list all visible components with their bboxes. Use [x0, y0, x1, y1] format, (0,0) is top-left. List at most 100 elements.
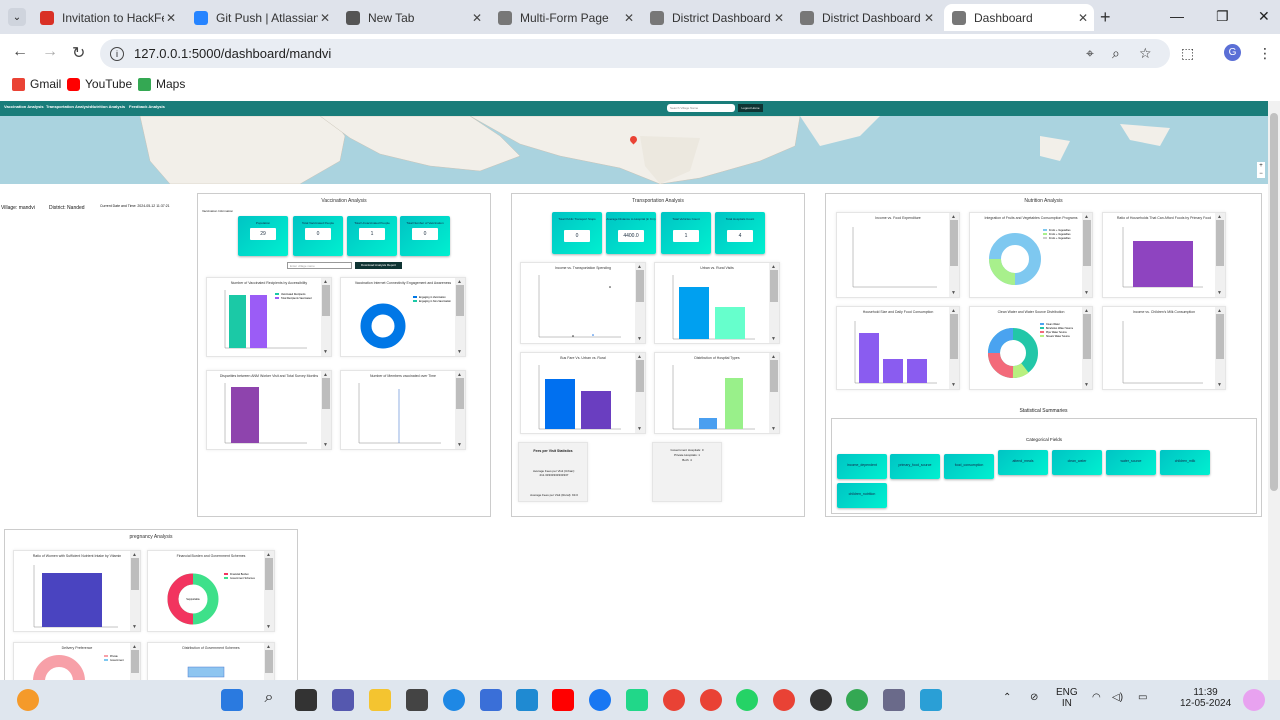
- bookmark-gmail[interactable]: Gmail: [12, 77, 61, 91]
- close-tab-icon[interactable]: ✕: [165, 10, 176, 25]
- app-icon[interactable]: [920, 689, 942, 711]
- tab-3[interactable]: New Tab ✕: [338, 4, 488, 31]
- start-icon[interactable]: [221, 689, 243, 711]
- vscode-icon[interactable]: [516, 689, 538, 711]
- task-view-icon[interactable]: [295, 689, 317, 711]
- maximize-icon[interactable]: ❐: [1216, 8, 1229, 24]
- nav-transportation[interactable]: Transportation Analysis: [46, 104, 92, 109]
- chrome-icon[interactable]: [846, 689, 868, 711]
- zoom-icon[interactable]: ⌕: [1112, 45, 1120, 61]
- close-tab-icon[interactable]: ✕: [1077, 10, 1088, 25]
- weather-icon[interactable]: [17, 689, 39, 711]
- chart-scrollbar[interactable]: ▲▼: [264, 643, 274, 680]
- minimize-icon[interactable]: —: [1170, 8, 1184, 24]
- chart-scrollbar[interactable]: ▲▼: [949, 307, 959, 389]
- download-report-button[interactable]: Download Analysis Report: [355, 262, 402, 269]
- chart-scrollbar[interactable]: ▲▼: [769, 263, 779, 343]
- close-tab-icon[interactable]: ✕: [319, 10, 330, 25]
- forward-icon[interactable]: →: [42, 43, 58, 60]
- logout-button[interactable]: Logout Home: [738, 104, 763, 112]
- chart-card: Delivery Preference Private Government ▲…: [13, 642, 141, 680]
- app-icon[interactable]: [883, 689, 905, 711]
- chart-scrollbar[interactable]: ▲▼: [1082, 307, 1092, 389]
- chrome-profile-icon[interactable]: [700, 689, 722, 711]
- stat-card: Total Hospitals Count 4: [715, 212, 765, 254]
- battery-icon[interactable]: ▭: [1138, 692, 1148, 703]
- tab-2[interactable]: Git Push | Atlassian G✕: [186, 4, 336, 31]
- close-tab-icon[interactable]: ✕: [471, 10, 482, 25]
- chart-card: Income vs. Children's Milk Consumption ▲…: [1102, 306, 1226, 390]
- profile-avatar[interactable]: G: [1224, 44, 1241, 61]
- chart-scrollbar[interactable]: ▲▼: [455, 278, 465, 356]
- nav-feedback[interactable]: Feedback Analysis: [129, 104, 165, 109]
- new-tab-button[interactable]: +: [1100, 7, 1111, 27]
- tab-5[interactable]: District Dashboard ✕: [642, 4, 790, 31]
- bookmark-maps[interactable]: Maps: [138, 77, 185, 91]
- youtube-app-icon[interactable]: [552, 689, 574, 711]
- tab-6[interactable]: District Dashboard ✕: [792, 4, 940, 31]
- chart-scrollbar[interactable]: ▲▼: [635, 353, 645, 433]
- app-icon[interactable]: [406, 689, 428, 711]
- store-icon[interactable]: [480, 689, 502, 711]
- address-bar[interactable]: i 127.0.0.1:5000/dashboard/mandvi: [100, 39, 1170, 68]
- chart-scrollbar[interactable]: ▲▼: [321, 278, 331, 356]
- chart-scrollbar[interactable]: ▲▼: [1082, 213, 1092, 297]
- chart-scrollbar[interactable]: ▲▼: [321, 371, 331, 449]
- site-info-icon[interactable]: i: [110, 46, 124, 61]
- obs-icon[interactable]: [810, 689, 832, 711]
- categorical-field-card: children_nutrition: [837, 483, 887, 508]
- bookmark-youtube[interactable]: YouTube: [67, 77, 132, 91]
- facebook-icon[interactable]: [589, 689, 611, 711]
- search-icon[interactable]: ⌕: [264, 689, 274, 706]
- language-indicator[interactable]: ENG IN: [1056, 687, 1078, 709]
- close-window-icon[interactable]: ✕: [1258, 8, 1270, 24]
- nav-nutrition[interactable]: Nutrition Analysis: [91, 104, 126, 109]
- menu-icon[interactable]: ⋮: [1258, 45, 1272, 61]
- close-tab-icon[interactable]: ✕: [773, 10, 784, 25]
- nav-vaccination[interactable]: Vaccination Analysis: [4, 104, 44, 109]
- network-off-icon[interactable]: ⊘: [1030, 692, 1039, 703]
- page-scrollbar[interactable]: [1268, 101, 1280, 680]
- extensions-icon[interactable]: ⬚: [1181, 45, 1195, 61]
- chart-scrollbar[interactable]: ▲▼: [1215, 213, 1225, 297]
- bookmark-star-icon[interactable]: ☆: [1139, 45, 1152, 61]
- clock[interactable]: 11:39 12-05-2024: [1180, 687, 1232, 709]
- chart-scrollbar[interactable]: ▲▼: [949, 213, 959, 297]
- map-zoom-control[interactable]: + −: [1257, 162, 1265, 178]
- chart-scrollbar[interactable]: ▲▼: [769, 353, 779, 433]
- donut-chart: Supportable Financial Burden Government …: [167, 573, 256, 625]
- tray-chevron-icon[interactable]: ⌃: [1003, 692, 1012, 703]
- edge-icon[interactable]: [443, 689, 465, 711]
- village-search-input[interactable]: Search Village Name: [667, 104, 735, 112]
- back-icon[interactable]: ←: [12, 43, 28, 60]
- scatter-chart: [538, 275, 621, 338]
- chart-scrollbar[interactable]: ▲▼: [130, 643, 140, 680]
- chart-scrollbar[interactable]: ▲▼: [635, 263, 645, 343]
- chart-scrollbar[interactable]: ▲▼: [1215, 307, 1225, 389]
- file-explorer-icon[interactable]: [369, 689, 391, 711]
- tab-search-icon[interactable]: ⌄: [8, 8, 26, 26]
- tab-7[interactable]: Dashboard ✕: [944, 4, 1094, 31]
- teams-icon[interactable]: [332, 689, 354, 711]
- location-icon[interactable]: ⌖: [1086, 45, 1094, 61]
- chart-scrollbar[interactable]: ▲▼: [455, 371, 465, 449]
- tab-1[interactable]: Invitation to HackFes ✕: [32, 4, 182, 31]
- chart-scrollbar[interactable]: ▲▼: [264, 551, 274, 631]
- close-tab-icon[interactable]: ✕: [623, 10, 634, 25]
- village-name-input[interactable]: Enter village name: [287, 262, 352, 269]
- close-tab-icon[interactable]: ✕: [923, 10, 934, 25]
- whatsapp-icon[interactable]: [736, 689, 758, 711]
- hospital-counts-card: Government Hospitals: 0 Private Hospital…: [652, 442, 722, 502]
- tab-4[interactable]: Multi-Form Page ✕: [490, 4, 640, 31]
- volume-icon[interactable]: ◁): [1112, 692, 1124, 703]
- reload-icon[interactable]: ↻: [72, 45, 86, 62]
- map[interactable]: + −: [0, 116, 1268, 184]
- chart-card: Household Size and Daily Food Consumptio…: [836, 306, 960, 390]
- chrome-icon[interactable]: [773, 689, 795, 711]
- chart-scrollbar[interactable]: ▲▼: [130, 551, 140, 631]
- wifi-icon[interactable]: ◠: [1092, 692, 1101, 703]
- copilot-icon[interactable]: [1243, 689, 1265, 711]
- chrome-icon[interactable]: [663, 689, 685, 711]
- donut-slice: [1012, 362, 1029, 378]
- pycharm-icon[interactable]: [626, 689, 648, 711]
